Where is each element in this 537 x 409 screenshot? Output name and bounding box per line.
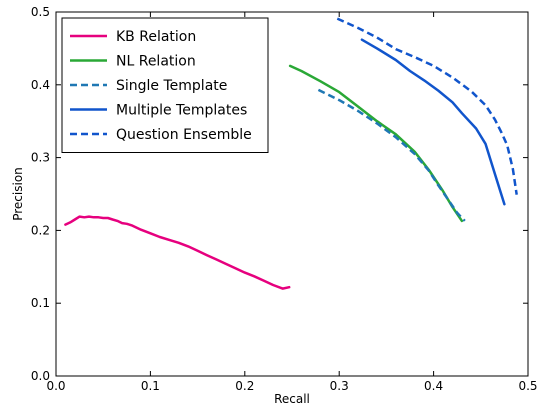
legend: KB Relation NL Relation Single Template Mul… (61, 17, 269, 153)
legend-label: KB Relation (116, 29, 196, 45)
y-axis-label: Precision (11, 167, 25, 221)
x-tick-label: 0.0 (46, 379, 65, 393)
legend-label: Single Template (116, 78, 227, 94)
x-tick-label: 0.3 (330, 379, 349, 393)
legend-label: Question Ensemble (116, 127, 252, 143)
x-axis-label: Recall (274, 392, 310, 406)
x-tick-label: 0.1 (141, 379, 160, 393)
x-tick-label: 0.5 (518, 379, 537, 393)
y-tick-label: 0.0 (31, 369, 50, 383)
x-tick-label: 0.4 (424, 379, 443, 393)
series-line-multiple-templates (360, 38, 506, 206)
series-line-single-template (317, 88, 466, 222)
y-tick-label: 0.1 (31, 296, 50, 310)
legend-label: NL Relation (116, 54, 196, 70)
y-tick-label: 0.2 (31, 223, 50, 237)
series-line-kb-relation (64, 215, 291, 290)
series-line-question-ensemble (336, 17, 518, 195)
plot-frame (55, 11, 529, 377)
y-tick-label: 0.4 (31, 78, 50, 92)
legend-label: Multiple Templates (116, 103, 247, 119)
y-tick-label: 0.3 (31, 151, 50, 165)
y-tick-label: 0.5 (31, 5, 50, 19)
x-tick-label: 0.2 (235, 379, 254, 393)
axis-ticks: 0.0 0.1 0.2 0.3 0.4 0.5 0.0 0.1 0.2 0.3 0.4 0.5 (31, 5, 537, 393)
plot-area (64, 17, 518, 290)
